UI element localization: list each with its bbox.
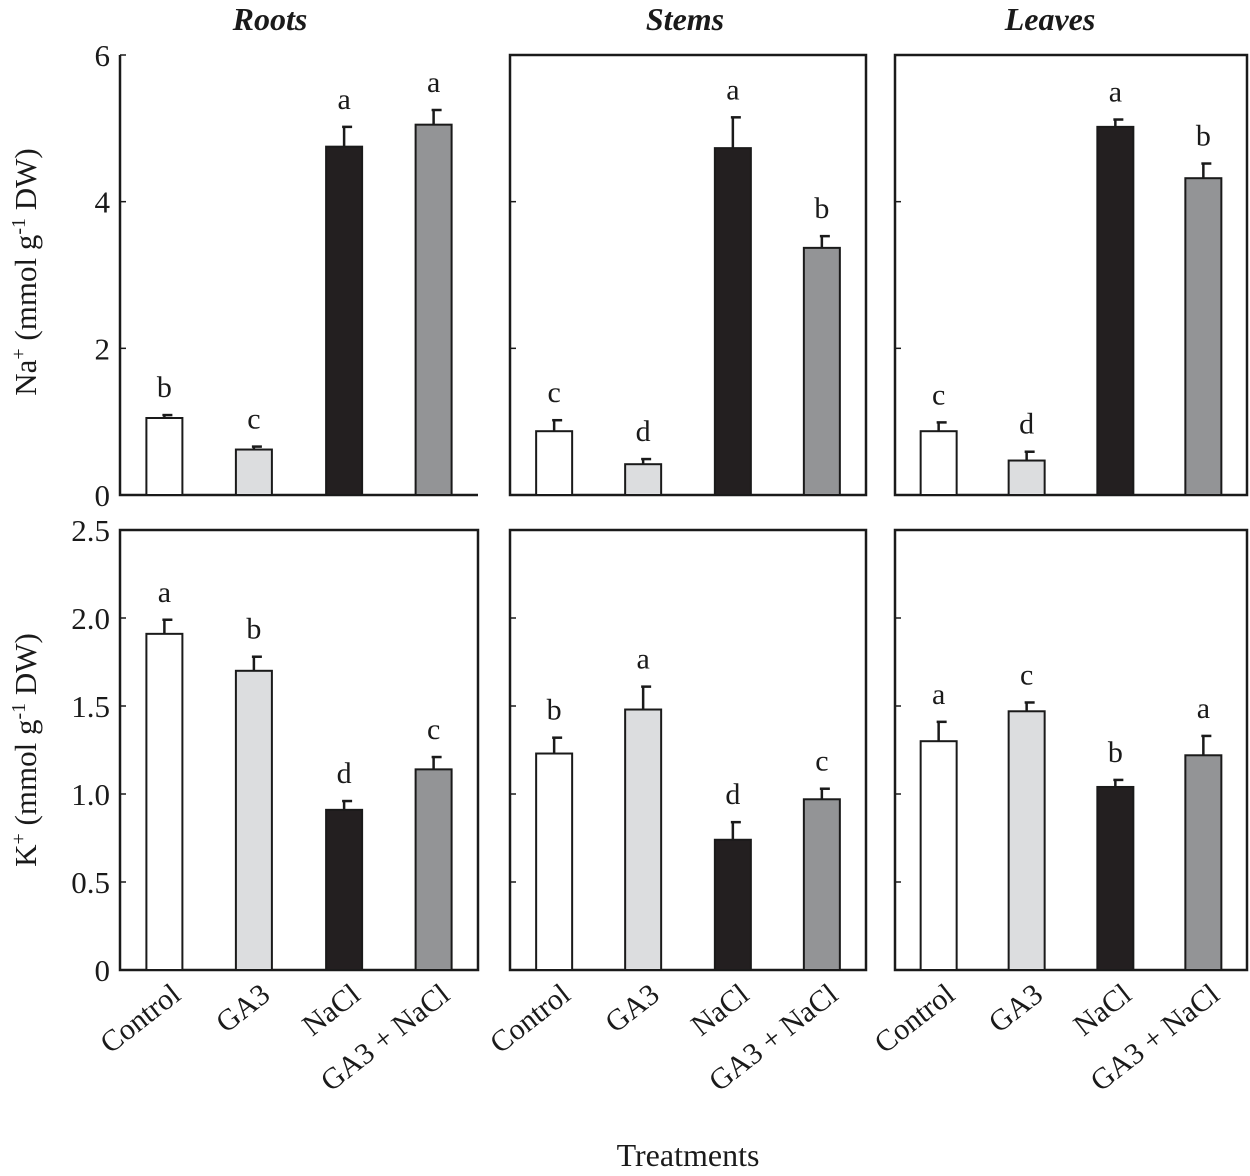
bar-roots-na-control: [145, 417, 184, 496]
sig-letter-roots-k-ga3-nacl: c: [427, 713, 440, 746]
bar-stems-k-ga3-nacl: [802, 798, 841, 972]
x-axis-label: Treatments: [617, 1137, 760, 1173]
sig-letter-roots-na-control: b: [157, 371, 172, 404]
bar-stems-na-control: [535, 430, 574, 497]
sig-letter-stems-na-ga3: d: [636, 415, 651, 448]
bar-leaves-na-ga3: [1007, 459, 1046, 496]
bar-leaves-k-ga3-nacl: [1184, 754, 1223, 972]
column-title-leaves: Leaves: [1004, 1, 1096, 37]
x-tick-label-stems-ga3: GA3: [599, 978, 665, 1040]
sig-letter-leaves-k-nacl: b: [1108, 736, 1123, 769]
y-tick-label-roots-k-4: 2.0: [71, 601, 110, 636]
bar-leaves-k-nacl: [1096, 785, 1135, 972]
bar-roots-na-nacl: [325, 145, 364, 497]
sig-letter-roots-na-ga3-nacl: a: [427, 66, 440, 99]
bar-stems-na-ga3: [624, 463, 663, 497]
bar-roots-k-nacl: [325, 808, 364, 972]
bar-leaves-k-ga3: [1007, 710, 1046, 972]
sig-letter-roots-k-nacl: d: [337, 757, 352, 790]
bar-roots-na-ga3: [234, 448, 273, 496]
bar-stems-na-ga3-nacl: [802, 246, 841, 496]
bar-roots-k-control: [145, 632, 184, 972]
sig-letter-roots-k-control: a: [158, 576, 171, 609]
sig-letter-leaves-na-ga3-nacl: b: [1196, 120, 1211, 153]
panel-frame-stems-k: [508, 528, 868, 972]
sig-letter-stems-na-ga3-nacl: b: [814, 192, 829, 225]
y-tick-label-roots-na-3: 6: [95, 38, 111, 73]
bar-leaves-na-nacl: [1096, 125, 1135, 496]
y-tick-label-roots-na-0: 0: [95, 478, 111, 513]
y-tick-label-roots-k-0: 0: [95, 953, 111, 988]
bar-stems-k-nacl: [713, 838, 752, 972]
sig-letter-leaves-na-ga3: d: [1019, 408, 1034, 441]
x-tick-label-leaves-ga3: GA3: [983, 978, 1049, 1040]
bar-roots-na-ga3-nacl: [414, 123, 453, 497]
bar-stems-k-control: [535, 752, 574, 972]
column-title-roots: Roots: [232, 1, 308, 37]
x-tick-label-roots-control: Control: [94, 978, 187, 1060]
panel-frame-stems-na: [508, 53, 868, 497]
panels: 0 2 4 6 b c a a c d a b c d a b 0 0.5 1.0 1.5 2.0 2.5 a b d c Cont…: [71, 38, 1249, 1098]
sig-letter-stems-k-control: b: [547, 694, 562, 727]
panel-frame-leaves-na: [893, 53, 1249, 497]
bar-roots-k-ga3: [234, 669, 273, 971]
x-tick-label-stems-control: Control: [484, 978, 577, 1060]
sig-letter-stems-k-ga3-nacl: c: [815, 745, 828, 778]
sig-letter-stems-na-control: c: [547, 376, 560, 409]
bar-leaves-na-ga3-nacl: [1184, 177, 1223, 496]
sig-letter-stems-k-ga3: a: [636, 643, 649, 676]
y-tick-label-roots-k-2: 1.0: [71, 777, 110, 812]
x-tick-label-leaves-control: Control: [868, 978, 961, 1060]
bar-leaves-k-control: [919, 740, 958, 972]
y-tick-label-roots-k-5: 2.5: [71, 513, 110, 548]
x-tick-label-roots-ga3: GA3: [210, 978, 276, 1040]
sig-letter-stems-k-nacl: d: [725, 778, 740, 811]
sig-letter-leaves-na-nacl: a: [1109, 76, 1122, 109]
bar-stems-na-nacl: [713, 147, 752, 496]
y-tick-label-roots-k-1: 0.5: [71, 865, 110, 900]
sig-letter-leaves-k-control: a: [932, 678, 945, 711]
panel-frame-leaves-k: [893, 528, 1249, 972]
x-tick-label-stems-nacl: NaCl: [685, 978, 755, 1043]
bar-leaves-na-control: [919, 430, 958, 497]
sig-letter-stems-na-nacl: a: [726, 73, 739, 106]
sig-letter-leaves-k-ga3: c: [1020, 658, 1033, 691]
y-tick-label-roots-na-1: 2: [95, 331, 111, 366]
y-tick-label-roots-na-2: 4: [95, 185, 111, 220]
bar-roots-k-ga3-nacl: [414, 768, 453, 971]
sig-letter-roots-k-ga3: b: [246, 613, 261, 646]
sig-letter-roots-na-nacl: a: [337, 83, 350, 116]
bar-stems-k-ga3: [624, 708, 663, 972]
sig-letter-leaves-k-ga3-nacl: a: [1197, 692, 1210, 725]
y-tick-label-roots-k-3: 1.5: [71, 689, 110, 724]
y-axis-label-na: Na+ (mmol g-1 DW): [8, 148, 43, 396]
x-tick-label-leaves-nacl: NaCl: [1067, 978, 1137, 1043]
column-title-stems: Stems: [646, 1, 724, 37]
sig-letter-leaves-na-control: c: [932, 378, 945, 411]
panel-frame-roots-k: [118, 528, 480, 972]
sig-letter-roots-na-ga3: c: [247, 403, 260, 436]
y-axis-label-k: K+ (mmol g-1 DW): [8, 633, 43, 867]
x-tick-label-roots-nacl: NaCl: [296, 978, 366, 1043]
